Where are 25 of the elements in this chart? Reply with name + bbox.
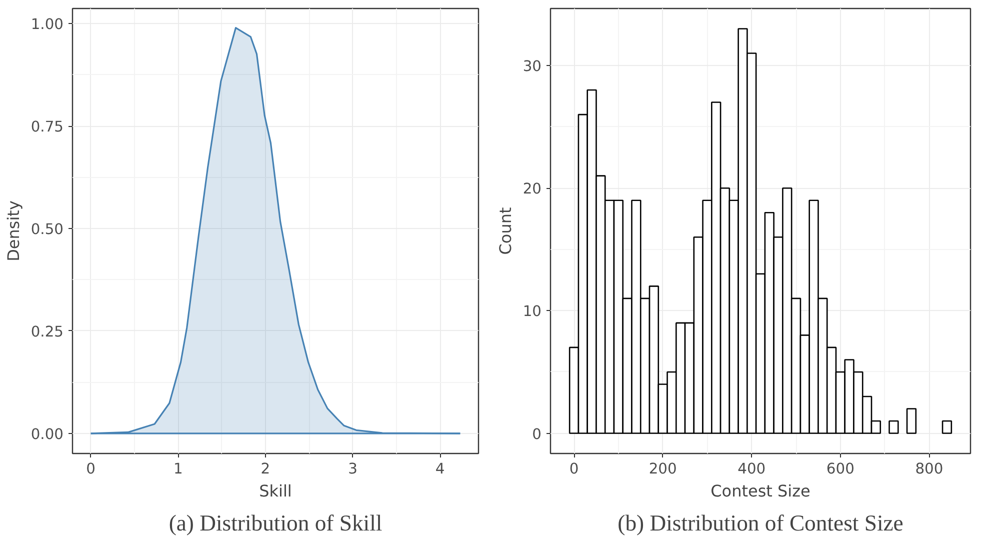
x-tick-label: 1 (173, 460, 183, 478)
x-tick-label: 0 (86, 460, 96, 478)
y-axis-title: Count (496, 207, 515, 255)
y-tick-label: 20 (522, 180, 542, 198)
x-tick-label: 0 (569, 460, 579, 478)
text: (a) Distribution of Skill (168, 510, 382, 536)
x-axis-title: Contest Size (710, 482, 810, 500)
x-tick-label: 200 (648, 460, 677, 478)
y-axis-title: Density (4, 200, 23, 262)
y-tick-label: 30 (522, 58, 542, 76)
x-tick-label: 2 (260, 460, 270, 478)
text: (b) Distribution of Contest Size (618, 510, 904, 536)
x-tick-label: 3 (348, 460, 358, 478)
x-tick-label: 4 (435, 460, 445, 478)
y-tick-label: 0.75 (30, 118, 64, 136)
x-axis-title: Skill (259, 482, 292, 500)
x-tick-label: 400 (738, 460, 766, 478)
y-tick-label: 0.00 (30, 426, 64, 443)
x-tick-label: 800 (915, 460, 944, 478)
y-tick-label: 0 (532, 426, 542, 443)
y-tick-label: 0.25 (30, 323, 64, 340)
y-tick-label: 0.50 (30, 221, 64, 238)
x-tick-label: 600 (826, 460, 854, 478)
y-tick-label: 10 (522, 303, 542, 320)
y-tick-label: 1.00 (30, 16, 64, 34)
